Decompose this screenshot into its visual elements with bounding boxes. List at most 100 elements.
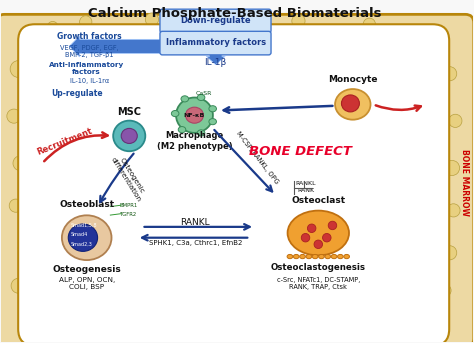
Text: Up-regulate: Up-regulate bbox=[52, 89, 103, 98]
Circle shape bbox=[278, 327, 291, 339]
Text: Osteoclastogenesis: Osteoclastogenesis bbox=[271, 263, 366, 272]
Ellipse shape bbox=[197, 130, 205, 136]
Circle shape bbox=[447, 204, 460, 217]
Ellipse shape bbox=[185, 107, 203, 123]
Circle shape bbox=[137, 326, 149, 338]
Text: M-CSF, RANKL, OPG: M-CSF, RANKL, OPG bbox=[235, 130, 279, 185]
Ellipse shape bbox=[68, 224, 98, 251]
Ellipse shape bbox=[300, 255, 305, 259]
Text: Osteogenic
differentiation: Osteogenic differentiation bbox=[110, 152, 148, 202]
Circle shape bbox=[449, 114, 462, 128]
Circle shape bbox=[80, 16, 92, 28]
Ellipse shape bbox=[331, 255, 337, 259]
Text: BONE MARROW: BONE MARROW bbox=[460, 149, 469, 215]
Circle shape bbox=[301, 234, 310, 242]
Text: Smad2,3: Smad2,3 bbox=[71, 242, 92, 247]
Text: Inflammatory factors: Inflammatory factors bbox=[166, 38, 266, 47]
Ellipse shape bbox=[178, 127, 186, 133]
Circle shape bbox=[439, 284, 451, 297]
Ellipse shape bbox=[197, 94, 205, 100]
Text: RANKL: RANKL bbox=[295, 180, 316, 186]
Ellipse shape bbox=[319, 255, 324, 259]
Circle shape bbox=[322, 234, 331, 242]
Circle shape bbox=[23, 310, 35, 322]
Ellipse shape bbox=[172, 110, 179, 117]
Ellipse shape bbox=[121, 128, 137, 143]
Circle shape bbox=[308, 224, 316, 233]
Ellipse shape bbox=[344, 255, 349, 259]
Circle shape bbox=[443, 246, 457, 260]
Text: CaSR: CaSR bbox=[196, 92, 212, 96]
Circle shape bbox=[443, 67, 457, 81]
Circle shape bbox=[363, 18, 375, 31]
Circle shape bbox=[146, 13, 158, 26]
Ellipse shape bbox=[293, 255, 299, 259]
Circle shape bbox=[9, 199, 22, 212]
FancyArrow shape bbox=[206, 31, 225, 65]
Circle shape bbox=[7, 109, 21, 123]
Ellipse shape bbox=[113, 121, 146, 151]
Ellipse shape bbox=[181, 96, 189, 102]
Text: VEGF, PDGF, EGF,
BMP-2, TGF-β1: VEGF, PDGF, EGF, BMP-2, TGF-β1 bbox=[60, 45, 119, 58]
Circle shape bbox=[292, 14, 305, 27]
FancyArrow shape bbox=[69, 36, 172, 57]
Circle shape bbox=[416, 322, 427, 334]
Ellipse shape bbox=[335, 89, 371, 120]
Text: ALP, OPN, OCN,
COLI, BSP: ALP, OPN, OCN, COLI, BSP bbox=[59, 277, 115, 290]
Circle shape bbox=[221, 12, 234, 24]
Text: Recruitment: Recruitment bbox=[36, 127, 93, 157]
FancyBboxPatch shape bbox=[160, 9, 271, 33]
Ellipse shape bbox=[288, 211, 349, 256]
Circle shape bbox=[445, 161, 460, 176]
Circle shape bbox=[10, 60, 27, 78]
Ellipse shape bbox=[209, 119, 217, 125]
Text: Monocyte: Monocyte bbox=[328, 75, 377, 84]
Text: Smad4: Smad4 bbox=[71, 232, 88, 237]
Circle shape bbox=[207, 327, 220, 340]
Circle shape bbox=[71, 323, 82, 335]
Text: Osteogenesis: Osteogenesis bbox=[52, 265, 121, 274]
Text: NF-κB: NF-κB bbox=[184, 113, 205, 118]
Circle shape bbox=[348, 324, 362, 337]
Circle shape bbox=[13, 156, 28, 171]
Ellipse shape bbox=[312, 255, 318, 259]
Circle shape bbox=[37, 322, 49, 334]
Text: IL-10, IL-1rα: IL-10, IL-1rα bbox=[70, 78, 109, 84]
Text: RANK: RANK bbox=[297, 188, 314, 193]
Text: Growth factors: Growth factors bbox=[57, 33, 122, 42]
Circle shape bbox=[26, 35, 37, 46]
Circle shape bbox=[47, 21, 58, 32]
Circle shape bbox=[421, 26, 431, 36]
FancyBboxPatch shape bbox=[160, 31, 271, 55]
Ellipse shape bbox=[209, 106, 217, 112]
Text: SPHK1, C3a, Cthrc1, EfnB2: SPHK1, C3a, Cthrc1, EfnB2 bbox=[149, 240, 242, 246]
Text: MSC: MSC bbox=[117, 107, 141, 117]
Text: c-Src, NFATc1, DC-STAMP,
RANK, TRAP, Ctsk: c-Src, NFATc1, DC-STAMP, RANK, TRAP, Cts… bbox=[277, 277, 360, 290]
Circle shape bbox=[397, 323, 408, 335]
Text: Osteoblast: Osteoblast bbox=[59, 200, 114, 209]
Text: IL-1β: IL-1β bbox=[205, 58, 227, 67]
Text: Osteoclast: Osteoclast bbox=[291, 196, 346, 204]
Text: RANKL: RANKL bbox=[181, 218, 210, 227]
Text: BMPR1: BMPR1 bbox=[120, 203, 138, 208]
Text: Anti-Inflammatory
factors: Anti-Inflammatory factors bbox=[49, 62, 124, 74]
FancyBboxPatch shape bbox=[0, 14, 474, 343]
Text: TGFR2: TGFR2 bbox=[120, 212, 137, 217]
Circle shape bbox=[328, 221, 337, 230]
Ellipse shape bbox=[306, 255, 312, 259]
Circle shape bbox=[53, 26, 62, 35]
Ellipse shape bbox=[325, 255, 330, 259]
Ellipse shape bbox=[341, 95, 359, 112]
Text: Calcium Phosphate-Based Biomaterials: Calcium Phosphate-Based Biomaterials bbox=[88, 7, 382, 20]
Circle shape bbox=[411, 28, 422, 39]
Circle shape bbox=[11, 278, 26, 293]
Text: Down-regulate: Down-regulate bbox=[181, 16, 251, 25]
Circle shape bbox=[314, 240, 322, 249]
Text: Smad1,5,8: Smad1,5,8 bbox=[71, 223, 97, 228]
Ellipse shape bbox=[176, 97, 213, 133]
FancyBboxPatch shape bbox=[18, 24, 449, 343]
Ellipse shape bbox=[62, 215, 111, 260]
Ellipse shape bbox=[287, 255, 293, 259]
Circle shape bbox=[18, 241, 32, 255]
Ellipse shape bbox=[337, 255, 343, 259]
